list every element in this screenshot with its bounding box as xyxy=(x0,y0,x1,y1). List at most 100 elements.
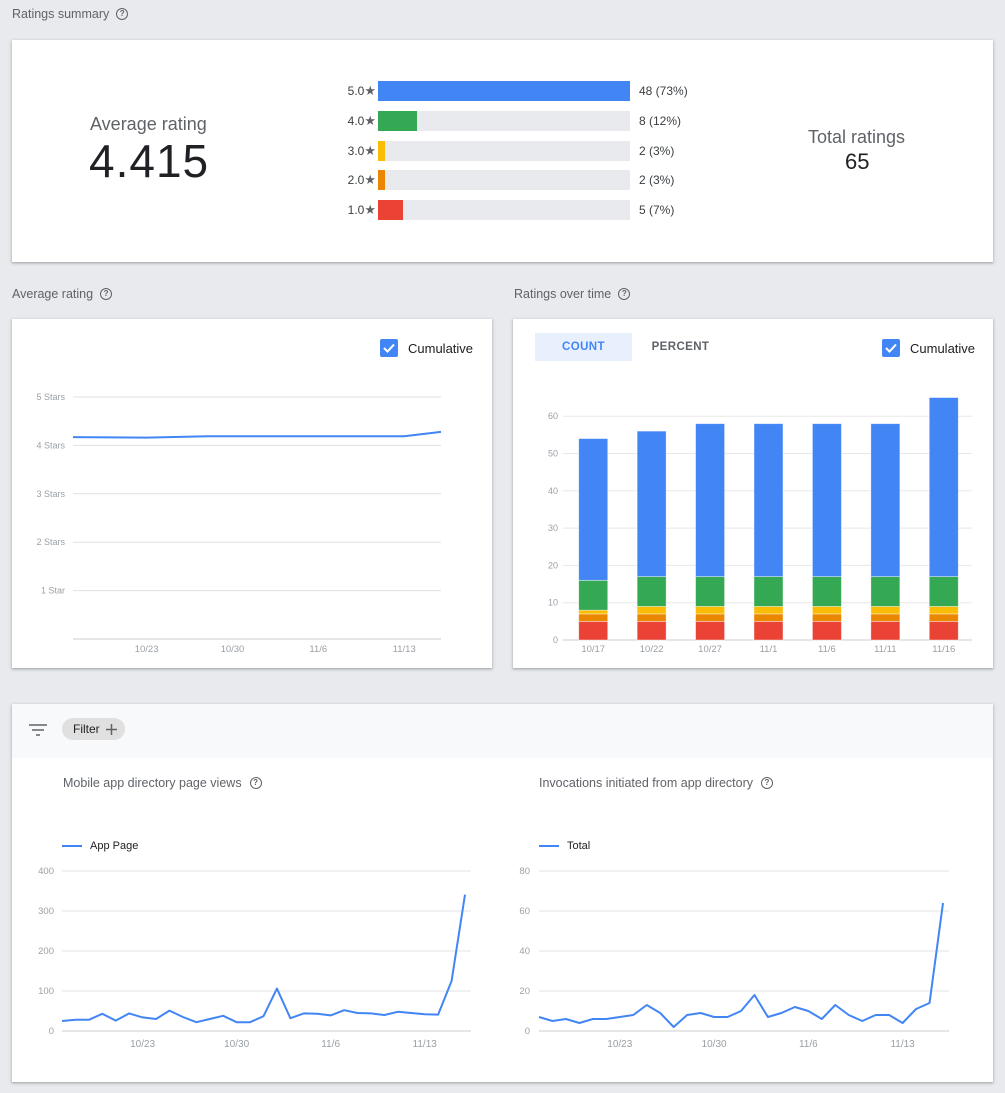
x-tick-label: 11/6 xyxy=(309,644,327,655)
invocations-legend: Total xyxy=(539,840,590,852)
bar-segment xyxy=(928,576,959,607)
bar-segment xyxy=(578,613,609,622)
bar-segment xyxy=(636,430,667,577)
ratings-summary-label: Ratings summary xyxy=(12,7,110,21)
legend-label: App Page xyxy=(90,840,139,852)
rating-bar-fill xyxy=(378,200,404,221)
total-ratings-value: 65 xyxy=(845,149,870,174)
star-icon: ★ xyxy=(364,202,376,218)
y-tick-label: 4 Stars xyxy=(36,440,65,450)
star-label: 3.0★ xyxy=(347,142,376,158)
rating-bar-track xyxy=(378,110,630,131)
bar-segment xyxy=(578,438,609,581)
bar-segment xyxy=(812,576,842,607)
app-directory-card: Filter Mobile app directory page views ?… xyxy=(12,704,993,1082)
star-icon: ★ xyxy=(364,112,376,128)
x-tick-label: 10/23 xyxy=(130,1039,155,1050)
y-tick-label: 40 xyxy=(548,486,558,496)
plus-icon xyxy=(105,723,117,735)
x-tick-label: 11/13 xyxy=(890,1039,915,1050)
average-rating-value: 4.415 xyxy=(89,135,210,187)
average-rating-label: Average rating xyxy=(90,114,207,134)
average-rating-section-label: Average rating xyxy=(12,287,94,301)
average-rating-section-title: Average rating ? xyxy=(12,287,113,301)
help-icon[interactable]: ? xyxy=(761,777,773,789)
help-icon[interactable]: ? xyxy=(618,288,631,300)
rating-bar-track xyxy=(378,170,630,191)
page-views-label: Mobile app directory page views xyxy=(63,776,242,790)
x-tick-label: 11/6 xyxy=(321,1039,340,1050)
bar-segment xyxy=(870,613,901,622)
filter-list-icon[interactable] xyxy=(29,723,47,737)
rating-bar-fill xyxy=(378,140,386,161)
x-tick-label: 11/16 xyxy=(932,644,955,655)
filter-bar: Filter xyxy=(12,704,993,758)
bar-segment xyxy=(812,620,842,641)
x-tick-label: 11/6 xyxy=(818,644,836,655)
y-tick-label: 60 xyxy=(548,411,558,421)
bar-segment xyxy=(636,613,667,622)
rating-bar-fill xyxy=(378,170,386,191)
x-tick-label: 11/13 xyxy=(393,644,416,655)
bar-segment xyxy=(928,620,959,641)
tab-count[interactable]: COUNT xyxy=(535,333,632,361)
rating-row-5.0: 5.0★ 48 (73%) xyxy=(334,81,688,101)
bar-segment xyxy=(636,620,667,641)
rating-count: 8 (12%) xyxy=(639,113,682,128)
bar-segment xyxy=(695,606,725,615)
rating-row-4.0: 4.0★ 8 (12%) xyxy=(334,110,682,131)
series-line xyxy=(538,902,944,1028)
bar-segment xyxy=(928,606,959,615)
x-tick-label: 10/22 xyxy=(640,644,664,655)
legend-label: Total xyxy=(567,840,591,852)
star-label: 5.0★ xyxy=(347,83,376,98)
x-tick-label: 11/6 xyxy=(799,1039,818,1050)
bar-segment xyxy=(812,606,842,615)
y-tick-label: 0 xyxy=(49,1026,54,1037)
ratings-summary-card: Average rating 4.415 5.0★ 48 (73%) 4.0★ 8… xyxy=(12,40,993,262)
bar-segment xyxy=(928,613,959,622)
rating-distribution: 5.0★ 48 (73%) 4.0★ 8 (12%) 3.0★ 2 (3%) 2.0★… xyxy=(334,81,734,231)
rating-bar-track xyxy=(378,200,630,221)
help-icon[interactable]: ? xyxy=(116,8,129,20)
help-icon[interactable]: ? xyxy=(100,288,113,300)
star-icon: ★ xyxy=(364,172,376,188)
cumulative-toggle[interactable]: Cumulative xyxy=(882,339,975,357)
x-tick-label: 11/13 xyxy=(413,1039,438,1050)
y-tick-label: 3 Stars xyxy=(36,489,65,499)
help-icon[interactable]: ? xyxy=(249,777,262,789)
series-line xyxy=(61,894,466,1024)
x-tick-label: 10/23 xyxy=(135,644,159,655)
star-label: 4.0★ xyxy=(347,112,376,128)
cumulative-label: Cumulative xyxy=(910,340,976,356)
bar-segment xyxy=(753,613,784,622)
rating-count: 2 (3%) xyxy=(639,143,675,158)
bar-segment xyxy=(870,620,901,641)
tab-percent[interactable]: PERCENT xyxy=(651,341,710,353)
page-views-title: Mobile app directory page views ? xyxy=(63,776,262,790)
cumulative-toggle[interactable]: Cumulative xyxy=(380,339,473,357)
filter-chip[interactable]: Filter xyxy=(62,718,125,740)
bar-segment xyxy=(695,613,725,622)
ratings-over-time-chart: 0 10 20 30 40 50 60 10/17 10/22 10/27 11/1 11/6 11/1… xyxy=(548,397,972,655)
cumulative-label: Cumulative xyxy=(408,340,474,356)
invocations-title: Invocations initiated from app directory… xyxy=(539,776,773,790)
y-tick-label: 20 xyxy=(548,560,558,570)
rating-bar-track xyxy=(378,140,630,161)
rating-bar-track xyxy=(378,81,630,101)
star-icon: ★ xyxy=(364,142,376,158)
bar-segment xyxy=(753,620,784,641)
y-tick-label: 2 Stars xyxy=(36,537,65,547)
star-label: 1.0★ xyxy=(347,202,376,218)
checkbox-checked-icon[interactable] xyxy=(882,339,900,357)
y-tick-label: 0 xyxy=(553,635,558,645)
ratings-summary-title: Ratings summary ? xyxy=(12,7,129,21)
x-tick-label: 11/11 xyxy=(874,644,896,655)
legend-line-icon xyxy=(539,845,559,847)
y-tick-label: 50 xyxy=(548,449,558,459)
bar-segment xyxy=(928,397,959,577)
rating-bar-fill xyxy=(378,81,630,101)
x-tick-label: 10/23 xyxy=(607,1039,632,1050)
average-rating-chart: 5 Stars 4 Stars 3 Stars 2 Stars 1 Star 10/23 1… xyxy=(36,392,442,655)
checkbox-checked-icon[interactable] xyxy=(380,339,398,357)
